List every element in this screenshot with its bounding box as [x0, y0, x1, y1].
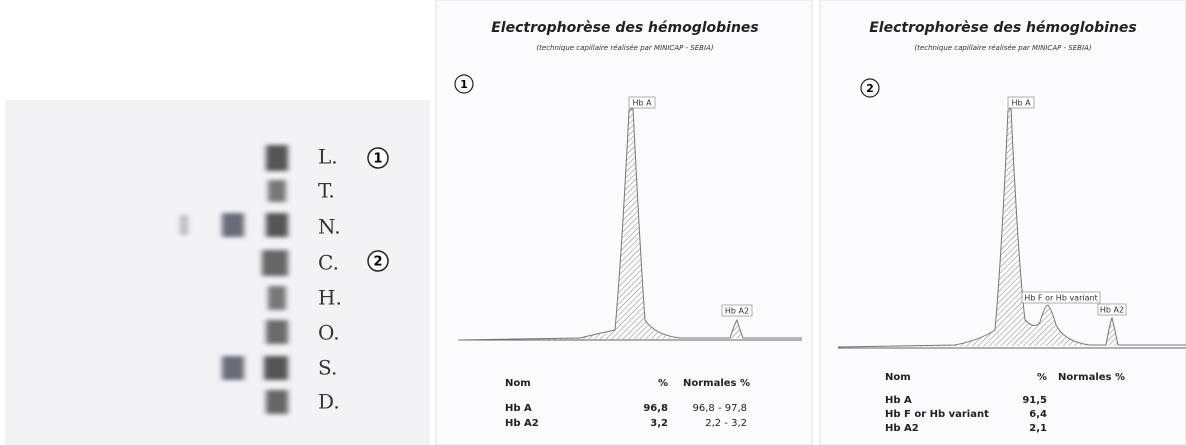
band — [180, 215, 188, 235]
lane-label: C. — [318, 251, 339, 275]
peak-label-box — [1021, 291, 1101, 304]
marker-circle — [454, 74, 474, 94]
lane-label: D. — [318, 390, 340, 414]
band — [262, 250, 288, 276]
marker: 2 — [373, 255, 382, 270]
band — [266, 320, 288, 344]
table-cell: Hb A — [885, 395, 912, 406]
table-cell: 96,8 - 97,8 — [693, 403, 748, 414]
table-cell: 91,5 — [1022, 395, 1047, 406]
panel-title: Electrophorèse des hémoglobines — [869, 20, 1137, 36]
table-header: Normales % — [683, 378, 750, 389]
electropherogram — [457, 107, 802, 341]
lane-label: H. — [318, 286, 342, 310]
lane-label: N. — [318, 215, 341, 239]
table-cell: Hb A — [505, 403, 532, 414]
electropherogram — [837, 107, 1186, 348]
table-cell: 2,1 — [1029, 423, 1047, 434]
lane-label: S. — [318, 356, 337, 380]
bands — [180, 145, 288, 414]
lane-label: O. — [318, 321, 340, 345]
band — [266, 390, 288, 414]
table-header: Nom — [505, 378, 531, 389]
peak-label-box — [721, 304, 753, 317]
band — [222, 356, 244, 380]
peak-label: Hb A — [1011, 99, 1031, 108]
panel-2: Electrophorèse des hémoglobines (techniq… — [819, 0, 1186, 445]
table-cell: Hb A2 — [505, 418, 539, 429]
panel-title: Electrophorèse des hémoglobines — [491, 20, 759, 36]
band — [266, 145, 288, 171]
table-header: % — [1037, 372, 1047, 383]
peak-label: Hb F or Hb variant — [1024, 294, 1097, 303]
band — [266, 213, 288, 237]
band — [268, 286, 286, 310]
marker-circle — [367, 250, 389, 272]
peak-label: Hb A2 — [725, 307, 749, 316]
table-cell: Hb A2 — [885, 423, 919, 434]
table-cell: 3,2 — [650, 418, 668, 429]
gel-plate — [5, 100, 430, 445]
panel-subtitle: (technique capillaire réalisée par MINIC… — [914, 44, 1091, 52]
lane-label: L. — [318, 145, 338, 169]
marker-circle — [367, 147, 389, 169]
table-cell: 96,8 — [643, 403, 668, 414]
band — [264, 356, 288, 380]
peak-label: Hb A — [632, 99, 652, 108]
panel-subtitle: (technique capillaire réalisée par MINIC… — [536, 44, 713, 52]
marker: 1 — [373, 152, 382, 167]
table-header: Normales % — [1058, 372, 1125, 383]
peak-label: Hb A2 — [1100, 306, 1124, 315]
marker: 2 — [866, 82, 874, 95]
band — [268, 180, 286, 202]
table-cell: Hb F or Hb variant — [885, 409, 989, 420]
band — [222, 213, 244, 237]
lane-label: T. — [318, 179, 335, 203]
panel-1: Electrophorèse des hémoglobines (techniq… — [435, 0, 813, 445]
peak-label-box — [628, 96, 656, 109]
marker-circle — [860, 78, 880, 98]
table-header: Nom — [885, 372, 911, 383]
marker: 1 — [460, 78, 468, 91]
gel: L. T. N. C. H. O. S. D. 1 2 — [5, 100, 430, 445]
table-cell: 6,4 — [1029, 409, 1047, 420]
peak-label-box — [1007, 96, 1035, 109]
peak-label-box — [1097, 303, 1127, 316]
table-cell: 2,2 - 3,2 — [705, 418, 747, 429]
table-header: % — [658, 378, 668, 389]
